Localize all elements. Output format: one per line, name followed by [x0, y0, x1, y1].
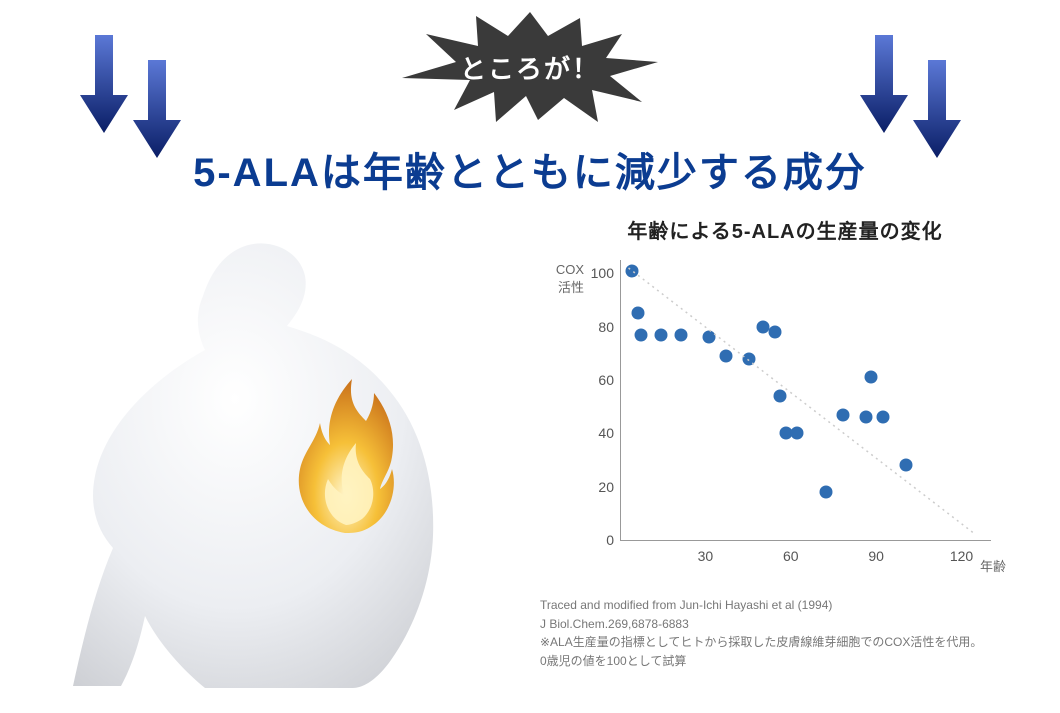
data-point — [899, 459, 912, 472]
x-tick: 120 — [950, 548, 973, 564]
chart: 年齢による5-ALAの生産量の変化 COX 活性 年齢 0 20 40 60 80 100… — [540, 215, 1030, 586]
y-axis-title: COX 活性 — [540, 261, 584, 296]
x-tick: 90 — [868, 548, 884, 564]
y-tick: 80 — [588, 319, 614, 335]
y-tick: 40 — [588, 425, 614, 441]
starburst-callout: ところが！ — [400, 12, 660, 122]
footnote-line: 0歳児の値を100として試算 — [540, 652, 1040, 671]
y-tick: 60 — [588, 372, 614, 388]
data-point — [634, 328, 647, 341]
data-point — [876, 411, 889, 424]
y-tick: 100 — [588, 265, 614, 281]
data-point — [865, 371, 878, 384]
page: ところが！ 5-ALAは年齢とともに減少する成分 年齢による5-ALAの生産量の… — [0, 0, 1060, 713]
data-point — [743, 352, 756, 365]
x-axis-title: 年齢 — [980, 556, 1006, 575]
data-point — [774, 390, 787, 403]
flame-icon — [290, 375, 400, 535]
data-point — [626, 264, 639, 277]
y-tick: 20 — [588, 479, 614, 495]
data-point — [674, 328, 687, 341]
data-point — [837, 408, 850, 421]
data-point — [768, 326, 781, 339]
data-point — [632, 307, 645, 320]
body-figure — [55, 230, 475, 690]
x-tick: 60 — [783, 548, 799, 564]
y-tick: 0 — [588, 532, 614, 548]
data-point — [819, 486, 832, 499]
plot-area — [620, 260, 991, 541]
footnote-line: Traced and modified from Jun-Ichi Hayash… — [540, 596, 1040, 615]
x-tick: 30 — [698, 548, 714, 564]
data-point — [859, 411, 872, 424]
footnote-line: ※ALA生産量の指標としてヒトから採取した皮膚線維芽細胞でのCOX活性を代用。 — [540, 633, 1040, 652]
starburst-label: ところが！ — [460, 49, 600, 86]
headline: 5-ALAは年齢とともに減少する成分 — [0, 140, 1060, 198]
data-point — [791, 427, 804, 440]
data-point — [720, 350, 733, 363]
data-point — [654, 328, 667, 341]
chart-plot-wrap: COX 活性 年齢 0 20 40 60 80 100 30 60 90 120 — [540, 256, 1015, 586]
body-silhouette-icon — [55, 230, 475, 690]
footnote-line: J Biol.Chem.269,6878-6883 — [540, 615, 1040, 634]
data-point — [703, 331, 716, 344]
chart-footnotes: Traced and modified from Jun-Ichi Hayash… — [540, 596, 1040, 670]
chart-title: 年齢による5-ALAの生産量の変化 — [540, 215, 1030, 244]
